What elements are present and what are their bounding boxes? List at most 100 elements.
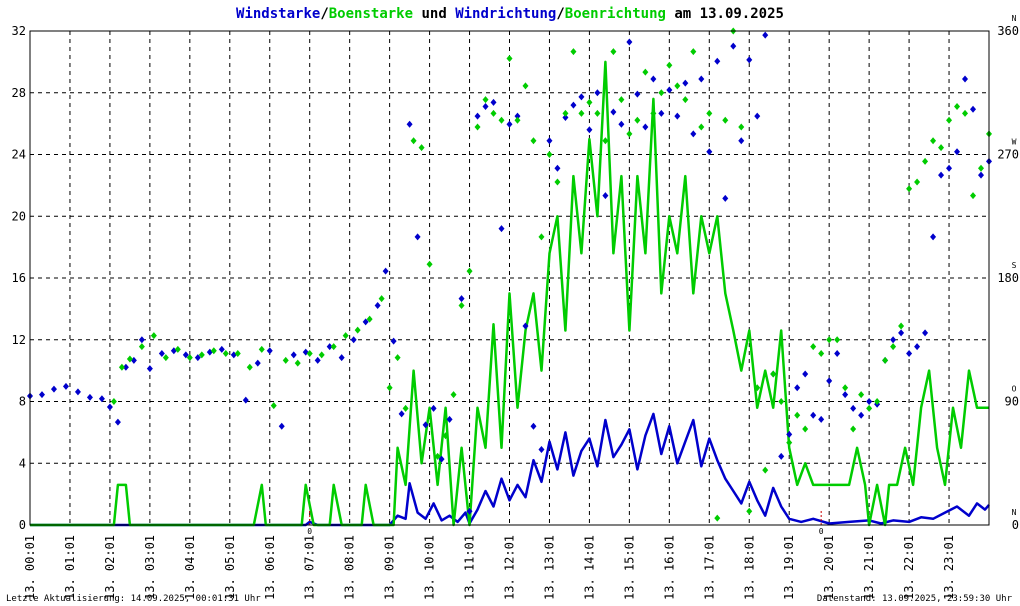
windrichtung-point <box>446 415 453 423</box>
windrichtung-point <box>50 385 57 393</box>
x-tick-label: 13. 12:01 <box>503 535 517 600</box>
boenrichtung-point <box>466 267 473 275</box>
boenrichtung-point <box>858 391 865 399</box>
windrichtung-point <box>842 391 849 399</box>
boenrichtung-point <box>546 151 553 158</box>
windrichtung-point <box>778 452 785 460</box>
boenrichtung-point <box>650 109 657 117</box>
chart-title: Windstarke/Boenstarke und Windrichtung/B… <box>236 6 784 22</box>
windrichtung-point <box>62 382 69 390</box>
windrichtung-point <box>650 75 657 83</box>
boenrichtung-point <box>810 343 817 351</box>
boenrichtung-point <box>954 102 961 110</box>
x-tick-label: 13. 15:01 <box>622 535 636 600</box>
windrichtung-point <box>626 38 633 46</box>
x-tick-label: 13. 11:01 <box>463 535 477 600</box>
windrichtung-point <box>522 322 529 330</box>
windrichtung-point <box>326 343 333 351</box>
boenrichtung-point <box>922 157 929 165</box>
x-tick-label: 13. 00:01 <box>23 535 37 600</box>
windrichtung-point <box>398 410 405 418</box>
boenrichtung-point <box>150 332 157 340</box>
windrichtung-point <box>554 164 561 172</box>
windrichtung-point <box>610 108 617 116</box>
windrichtung-point <box>86 393 93 401</box>
windrichtung-point <box>570 101 577 109</box>
x-tick-label: 13. 16:01 <box>662 535 676 600</box>
boenrichtung-point <box>442 432 449 440</box>
boenrichtung-point <box>890 343 897 351</box>
windrichtung-point <box>382 267 389 275</box>
boenrichtung-point <box>874 398 881 405</box>
windrichtung-point <box>818 415 825 423</box>
boenrichtung-point <box>642 68 649 76</box>
windrichtung-point <box>278 422 285 430</box>
y-left-tick-label: 4 <box>19 456 26 470</box>
windrichtung-point <box>314 356 321 364</box>
boenrichtung-point <box>318 351 325 359</box>
boenrichtung-point <box>754 384 761 392</box>
boenrichtung-point <box>306 349 313 357</box>
boenrichtung-point <box>118 363 125 371</box>
windrichtung-point <box>158 349 165 357</box>
windrichtung-point <box>706 148 713 156</box>
boenrichtung-point <box>794 411 801 419</box>
y-right-tick-label: 90 <box>1005 395 1019 409</box>
windrichtung-point <box>954 148 961 156</box>
boenrichtung-point <box>458 301 465 309</box>
windrichtung-point <box>38 391 45 399</box>
boenrichtung-point <box>594 109 601 117</box>
boenrichtung-point <box>354 326 361 334</box>
x-tick-label: 13. 20:01 <box>822 535 836 600</box>
footer-right: Datenstand: 13.09.2025, 23:59:30 Uhr <box>817 594 1013 604</box>
windrichtung-point <box>114 418 121 426</box>
boenrichtung-point <box>778 398 785 405</box>
boenrichtung-point <box>126 355 133 363</box>
boenrichtung-point <box>634 116 641 124</box>
y-right-tick-label: 270 <box>997 148 1019 162</box>
boenrichtung-point <box>698 123 705 131</box>
windrichtung-point <box>914 343 921 351</box>
y-right-tick-label: 360 <box>997 24 1019 38</box>
x-tick-label: 13. 17:01 <box>702 535 716 600</box>
x-tick-label: 13. 07:01 <box>303 535 317 600</box>
boenrichtung-point <box>210 347 217 355</box>
windrichtung-point <box>466 507 473 515</box>
boenstarke-line <box>30 60 989 527</box>
boenrichtung-point <box>866 404 873 412</box>
y-left-tick-label: 20 <box>12 209 26 223</box>
windrichtung-point <box>714 57 721 65</box>
footer-left: Letzte Aktualisierung: 14.09.2025, 00:01… <box>6 594 261 604</box>
windrichtung-point <box>922 329 929 337</box>
x-tick-label: 13. 21:01 <box>862 535 876 600</box>
windrichtung-point <box>978 171 985 179</box>
windrichtung-point <box>722 194 729 202</box>
boenrichtung-point <box>786 439 793 447</box>
windrichtung-point <box>730 42 737 50</box>
title-part: / <box>556 6 564 22</box>
windrichtung-point <box>122 363 129 371</box>
boenrichtung-point <box>186 354 193 362</box>
series-points <box>27 27 992 522</box>
windrichtung-point <box>562 113 569 121</box>
boenrichtung-point <box>946 116 953 124</box>
windrichtung-point <box>746 56 753 64</box>
boenrichtung-point <box>610 48 617 56</box>
boenrichtung-point <box>434 452 441 460</box>
boenrichtung-point <box>474 123 481 131</box>
title-part: / <box>320 6 328 22</box>
boenrichtung-point <box>690 48 697 56</box>
windrichtung-point <box>738 137 745 145</box>
windrichtung-point <box>242 396 249 404</box>
boenrichtung-point <box>554 178 561 186</box>
windrichtung-point <box>666 86 673 94</box>
compass-label: N <box>1012 508 1017 517</box>
windrichtung-point <box>422 421 429 429</box>
compass-label: N <box>1012 14 1017 23</box>
windrichtung-point <box>74 388 81 396</box>
windrichtung-point <box>578 93 585 101</box>
windrichtung-point <box>490 98 497 106</box>
windrichtung-point <box>474 112 481 120</box>
boenrichtung-point <box>674 82 681 90</box>
